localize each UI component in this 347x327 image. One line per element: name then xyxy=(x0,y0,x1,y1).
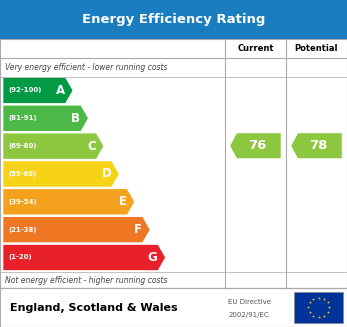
Text: A: A xyxy=(56,84,65,97)
Text: F: F xyxy=(134,223,142,236)
Text: Potential: Potential xyxy=(295,44,338,53)
Bar xyxy=(294,292,343,323)
Text: England, Scotland & Wales: England, Scotland & Wales xyxy=(10,303,178,313)
Polygon shape xyxy=(3,244,166,271)
Bar xyxy=(0,39,347,288)
Text: E: E xyxy=(119,195,127,208)
Text: Very energy efficient - lower running costs: Very energy efficient - lower running co… xyxy=(5,63,168,72)
Text: 76: 76 xyxy=(248,139,266,152)
Text: Not energy efficient - higher running costs: Not energy efficient - higher running co… xyxy=(5,276,168,285)
Text: 78: 78 xyxy=(310,139,328,152)
Polygon shape xyxy=(3,216,150,243)
Text: B: B xyxy=(71,112,80,125)
Bar xyxy=(0,288,347,327)
Text: 2002/91/EC: 2002/91/EC xyxy=(228,312,269,318)
Polygon shape xyxy=(3,105,88,131)
Text: C: C xyxy=(87,140,96,153)
Polygon shape xyxy=(230,133,281,159)
Text: (69-80): (69-80) xyxy=(8,143,36,149)
Text: Current: Current xyxy=(237,44,274,53)
Text: (21-38): (21-38) xyxy=(8,227,36,232)
Text: Energy Efficiency Rating: Energy Efficiency Rating xyxy=(82,13,265,26)
Polygon shape xyxy=(3,77,73,104)
Text: (92-100): (92-100) xyxy=(8,87,41,94)
Text: EU Directive: EU Directive xyxy=(228,299,271,305)
Polygon shape xyxy=(3,133,104,159)
Text: (81-91): (81-91) xyxy=(8,115,36,121)
Text: (55-68): (55-68) xyxy=(8,171,36,177)
Polygon shape xyxy=(291,133,342,159)
Text: (1-20): (1-20) xyxy=(8,254,32,261)
Text: (39-54): (39-54) xyxy=(8,199,36,205)
Text: G: G xyxy=(148,251,158,264)
Polygon shape xyxy=(3,161,119,187)
Bar xyxy=(0,0,347,39)
Polygon shape xyxy=(3,189,135,215)
Text: D: D xyxy=(101,167,111,181)
